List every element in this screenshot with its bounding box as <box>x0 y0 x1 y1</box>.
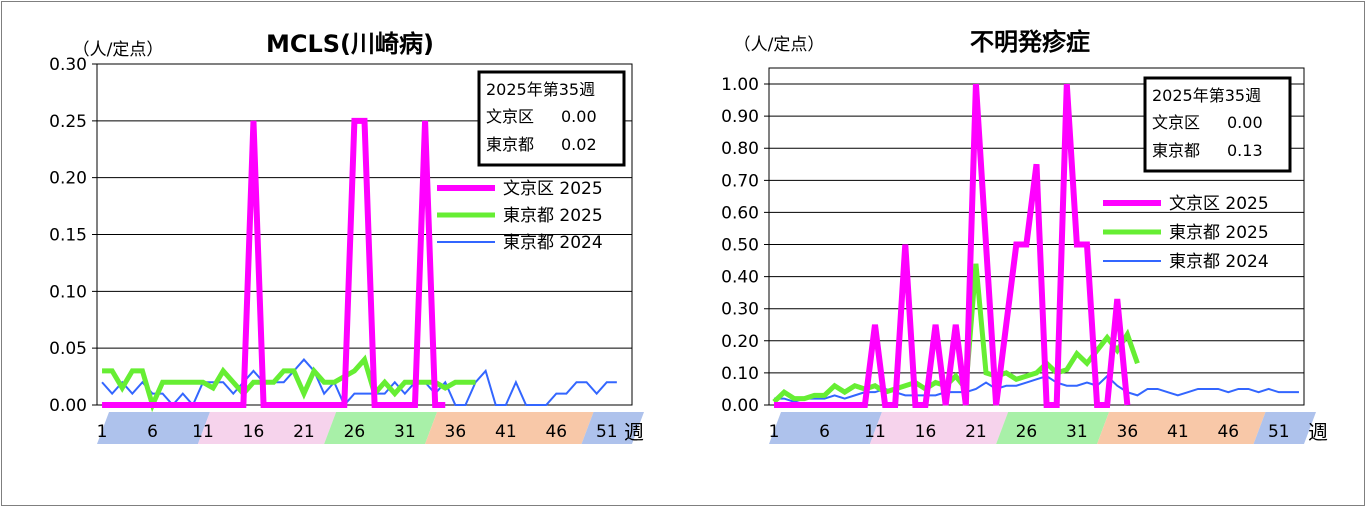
x-tick-label: 31 <box>394 422 416 442</box>
y-tick-label: 0.00 <box>721 396 759 416</box>
x-tick-label: 36 <box>1117 422 1139 442</box>
y-tick-label: 0.50 <box>721 236 759 256</box>
y-tick-label: 0.80 <box>721 139 759 159</box>
x-tick-label: 26 <box>344 422 366 442</box>
x-tick-label: 46 <box>545 422 567 442</box>
legend-label: 文京区 2025 <box>503 179 603 199</box>
x-axis-label: 週 <box>1308 420 1328 444</box>
info-box-label: 文京区 <box>486 107 534 126</box>
series-line <box>101 358 617 407</box>
y-tick-label: 0.10 <box>721 364 759 384</box>
x-tick-label: 21 <box>293 422 315 442</box>
week-band <box>425 412 594 444</box>
x-tick-label: 11 <box>864 422 886 442</box>
info-box <box>1143 76 1292 173</box>
x-tick-label: 51 <box>1268 422 1290 442</box>
y-tick-label: 0.25 <box>49 112 87 132</box>
info-box-header: 2025年第35週 <box>1152 86 1261 105</box>
x-tick-label: 16 <box>243 422 265 442</box>
week-band <box>869 412 1009 444</box>
x-tick-label: 26 <box>1016 422 1038 442</box>
y-tick-label: 0.15 <box>49 226 87 246</box>
y-tick-label: 0.00 <box>49 396 87 416</box>
y-axis-label: （人/定点） <box>73 40 164 60</box>
y-tick-label: 0.40 <box>721 268 759 288</box>
x-tick-label: 51 <box>596 422 618 442</box>
info-box-value: 0.00 <box>561 107 597 126</box>
chart-rash-svg: 不明発疹症 （人/定点） 0.00 0.10 0.20 0.30 0.40 0.50 0.60 0… <box>721 28 1328 444</box>
y-tick-label: 0.60 <box>721 203 759 223</box>
week-band <box>996 412 1110 444</box>
x-tick-label: 11 <box>192 422 214 442</box>
week-band <box>1253 412 1316 444</box>
legend-label: 東京都 2025 <box>503 206 603 226</box>
chart-title: 不明発疹症 <box>970 28 1090 56</box>
info-box-value: 0.02 <box>561 135 597 154</box>
y-tick-label: 0.05 <box>49 339 87 359</box>
chart-mcls-svg: MCLS(川崎病) （人/定点） 0.00 0.05 0.10 0.15 0.20 0.25 0… <box>49 30 644 444</box>
week-band <box>1097 412 1266 444</box>
y-tick-label: 0.70 <box>721 171 759 191</box>
y-tick-label: 0.30 <box>721 300 759 320</box>
y-tick-label: 0.20 <box>49 169 87 189</box>
x-tick-label: 21 <box>965 422 987 442</box>
legend-label: 東京都 2025 <box>1169 223 1269 243</box>
y-axis-label: （人/定点） <box>734 35 825 55</box>
series-line <box>774 374 1299 403</box>
info-box-label: 東京都 <box>486 135 534 154</box>
info-box-label: 文京区 <box>1152 113 1200 132</box>
x-tick-label: 1 <box>97 422 108 442</box>
y-tick-label: 0.30 <box>49 55 87 75</box>
info-box-value: 0.13 <box>1227 141 1263 160</box>
x-tick-label: 6 <box>819 422 830 442</box>
x-tick-label: 16 <box>915 422 937 442</box>
y-tick-label: 0.90 <box>721 107 759 127</box>
chart-mcls: MCLS(川崎病) （人/定点） 0.00 0.05 0.10 0.15 0.20 0.25 0… <box>0 0 684 509</box>
week-band <box>97 412 210 444</box>
chart-rash: 不明発疹症 （人/定点） 0.00 0.10 0.20 0.30 0.40 0.50 0.60 0… <box>684 0 1368 509</box>
y-tick-label: 0.10 <box>49 282 87 302</box>
x-tick-label: 41 <box>1167 422 1189 442</box>
legend-label: 文京区 2025 <box>1169 194 1269 214</box>
week-band <box>324 412 438 444</box>
x-tick-label: 46 <box>1217 422 1239 442</box>
info-box-value: 0.00 <box>1227 113 1263 132</box>
chart-title: MCLS(川崎病) <box>266 30 434 58</box>
week-band <box>197 412 337 444</box>
x-tick-label: 31 <box>1066 422 1088 442</box>
info-box-label: 東京都 <box>1152 141 1200 160</box>
series-line <box>102 354 476 413</box>
x-axis-label: 週 <box>624 420 644 444</box>
series-line <box>102 117 446 408</box>
week-band <box>581 412 644 444</box>
info-box-header: 2025年第35週 <box>486 80 595 99</box>
x-tick-label: 6 <box>147 422 158 442</box>
x-tick-label: 36 <box>445 422 467 442</box>
y-tick-label: 0.20 <box>721 332 759 352</box>
series-line <box>772 263 1140 404</box>
week-band <box>769 412 882 444</box>
legend-label: 東京都 2024 <box>503 233 603 253</box>
series-line <box>774 83 1131 408</box>
x-tick-label: 41 <box>495 422 517 442</box>
y-tick-label: 1.00 <box>721 75 759 95</box>
legend-label: 東京都 2024 <box>1169 252 1269 272</box>
x-tick-label: 1 <box>769 422 780 442</box>
info-box <box>477 70 626 167</box>
